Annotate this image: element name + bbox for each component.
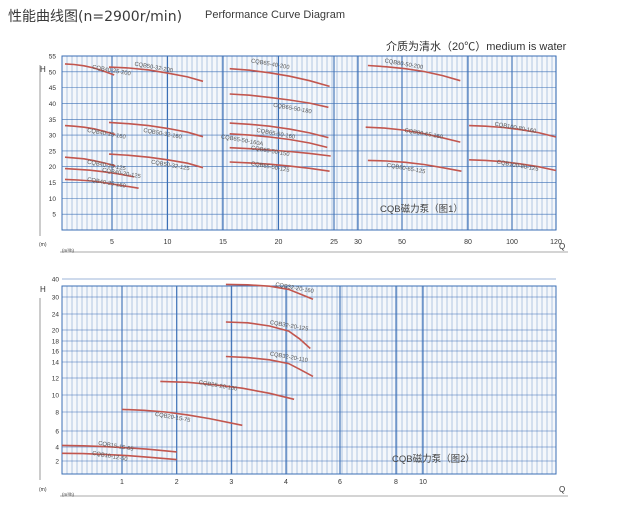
x-tick-label: 1 (120, 479, 124, 486)
curve-CQB65-50-125 (229, 161, 330, 172)
y-tick-label: 10 (49, 196, 57, 203)
curve-CQB20-15-75 (121, 408, 243, 427)
chart-caption: CQB磁力泵（图2） (392, 453, 475, 465)
x-tick-label: 25 (330, 239, 338, 246)
medium-note: 介质为清水（20℃）medium is water (386, 41, 567, 53)
x-axis-label: Q (559, 242, 565, 251)
curve-CQB65-50-180 (229, 93, 329, 109)
y-tick-label: 14 (52, 360, 60, 367)
y-tick-label: 18 (52, 339, 60, 346)
curve-CQB40-25-125 (64, 156, 116, 167)
curve-CQB32-20-110 (225, 355, 314, 378)
x-axis-unit: (m³/h) (62, 248, 74, 253)
x-tick-label: 100 (506, 239, 518, 246)
curve-CQB40-25-160 (64, 124, 116, 136)
curve-CQB80-65-125 (367, 159, 462, 172)
chart-caption: CQB磁力泵（图1） (380, 203, 463, 215)
curve-CQB50-32-125 (108, 153, 204, 169)
curve-CQB25-20-100 (160, 380, 295, 401)
y-tick-label: 45 (49, 85, 57, 92)
curve-CQB32-20-125 (225, 321, 311, 350)
x-tick-label: 4 (284, 479, 288, 486)
x-axis-unit: (m³/h) (62, 492, 74, 497)
y-tick-label: 50 (49, 69, 57, 76)
y-axis-unit: (m) (39, 487, 47, 493)
x-axis-label: Q (559, 485, 565, 494)
curve-CQB65-50-160A (229, 133, 328, 149)
x-tick-label: 15 (219, 239, 227, 246)
y-tick-label: 40 (52, 277, 60, 284)
y-tick-label: 6 (55, 429, 59, 436)
y-tick-label: 12 (52, 376, 60, 383)
curve-CQB65-50-160 (229, 122, 329, 139)
x-tick-label: 6 (338, 479, 342, 486)
curve-CQB65-50-150 (229, 146, 331, 157)
curve-CQB100-80-160 (469, 124, 557, 138)
y-tick-label: 35 (49, 117, 57, 124)
x-tick-label: 5 (110, 239, 114, 246)
x-tick-label: 2 (175, 479, 179, 486)
y-tick-label: 2 (55, 459, 59, 466)
x-tick-label: 30 (354, 239, 362, 246)
curve-CQB80-65-160 (365, 126, 461, 143)
y-tick-label: 16 (52, 349, 60, 356)
y-axis-label: H (40, 285, 46, 294)
page-subtitle: Performance Curve Diagram (205, 9, 345, 21)
y-tick-label: 30 (52, 295, 60, 302)
y-tick-label: 55 (49, 54, 57, 61)
y-tick-label: 4 (55, 445, 59, 452)
x-tick-label: 8 (394, 479, 398, 486)
x-tick-label: 3 (229, 479, 233, 486)
y-tick-label: 8 (55, 410, 59, 417)
curve-CQB32-20-160 (225, 283, 314, 301)
x-tick-label: 80 (464, 239, 472, 246)
x-tick-label: 120 (550, 239, 562, 246)
curve-CQB15-15-65 (61, 444, 177, 453)
y-tick-label: 10 (52, 393, 60, 400)
y-axis-label: H (40, 65, 46, 74)
y-tick-label: 30 (49, 133, 57, 140)
curve-CQB50-32-160 (108, 121, 204, 138)
y-tick-label: 40 (49, 101, 57, 108)
curve-CQB40-20-125 (64, 167, 135, 178)
curve-CQB16-12-50 (61, 452, 177, 461)
y-tick-label: 24 (52, 312, 60, 319)
curve-CQB50-32-200 (108, 66, 204, 83)
x-tick-label: 50 (398, 239, 406, 246)
curve-CQB65-40-200 (229, 67, 330, 88)
x-tick-label: 10 (164, 239, 172, 246)
curve-CQB100-80-125 (469, 159, 557, 172)
y-tick-label: 15 (49, 180, 57, 187)
curve-CQB80-50-200 (367, 64, 461, 82)
y-axis-unit: (m) (39, 242, 47, 248)
y-tick-label: 20 (52, 328, 60, 335)
y-tick-label: 25 (49, 148, 57, 155)
x-tick-label: 20 (275, 239, 283, 246)
plot-area (61, 285, 557, 475)
page-title: 性能曲线图(n=2900r/min) (8, 9, 183, 25)
curve-CQB40-25-200 (64, 63, 115, 76)
y-tick-label: 20 (49, 164, 57, 171)
curve-CQB40-25-150 (64, 178, 139, 189)
x-tick-label: 10 (419, 479, 427, 486)
y-tick-label: 5 (52, 212, 56, 219)
